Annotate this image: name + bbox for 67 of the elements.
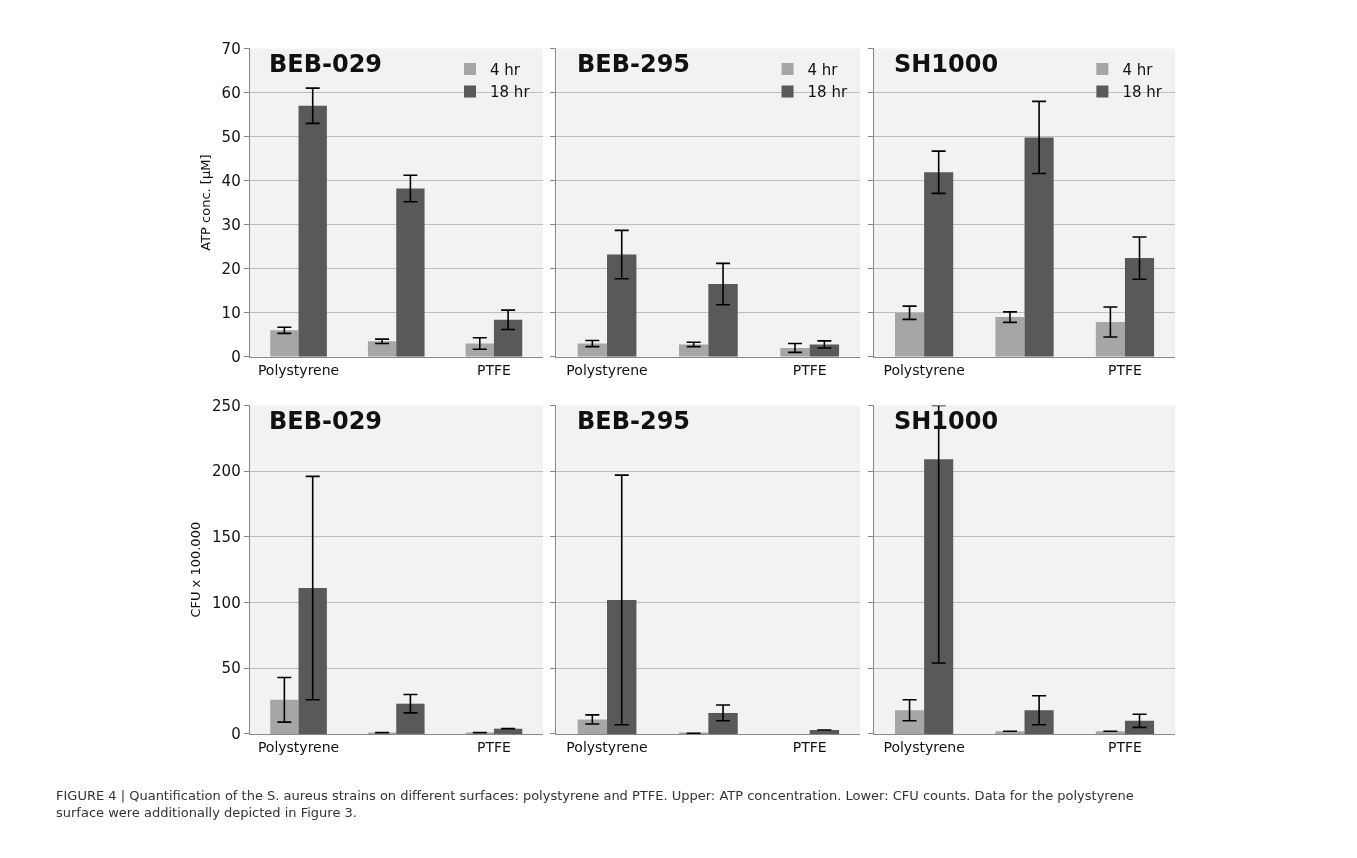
y-tick-label: 50	[221, 127, 241, 146]
chart-title: BEB-029	[269, 50, 383, 78]
x-tick-label: PTFE	[476, 361, 511, 378]
y-tick-label: 250	[212, 396, 241, 415]
y-tick-label: 200	[212, 462, 241, 481]
y-tick-label: 10	[221, 303, 241, 322]
bar	[1095, 731, 1125, 734]
chart-title: BEB-295	[577, 407, 691, 435]
bar	[607, 599, 637, 734]
x-tick-label: Polystyrene	[566, 361, 648, 378]
bar	[493, 319, 523, 357]
x-tick-label: Polystyrene	[883, 361, 965, 378]
chart-title: SH1000	[894, 50, 999, 78]
bar	[1024, 137, 1054, 357]
y-axis-title: ATP conc. [µM]	[197, 154, 213, 251]
bar	[924, 459, 954, 734]
y-tick-label: 50	[221, 659, 241, 678]
bar	[895, 710, 925, 734]
bar	[995, 317, 1025, 357]
legend-label: 18 hr	[1122, 83, 1163, 102]
bar	[270, 699, 299, 734]
x-tick-label: PTFE	[792, 361, 827, 378]
bar	[678, 344, 709, 357]
caption: FIGURE 4 | Quantification of the S. aureus strains on different surfaces: polystyrene and PTFE. Upper: ATP concentration. Lower: CFU counts. Data for the polystyrene surface were additionally depicted in Figure 3.	[56, 788, 1134, 820]
x-tick-label: PTFE	[476, 738, 511, 755]
x-tick-label: Polystyrene	[883, 738, 965, 755]
y-tick-label: 60	[221, 83, 241, 102]
y-axis-title: CFU x 100.000	[188, 521, 203, 618]
bar	[270, 330, 299, 357]
legend-label: 18 hr	[490, 83, 531, 102]
bar	[708, 284, 738, 357]
y-tick-label: 30	[221, 215, 241, 234]
bar	[493, 728, 523, 734]
legend-label: 4 hr	[490, 60, 521, 79]
bar	[895, 312, 925, 357]
bar	[577, 719, 608, 734]
chart-title: BEB-295	[577, 50, 691, 78]
x-tick-label: PTFE	[1108, 361, 1142, 378]
x-tick-label: Polystyrene	[566, 738, 648, 755]
y-tick-label: 0	[231, 348, 241, 367]
bar	[396, 703, 425, 734]
y-tick-label: 0	[231, 725, 241, 744]
y-tick-label: 100	[212, 593, 241, 612]
bar	[708, 712, 738, 734]
bar	[1124, 720, 1155, 734]
y-tick-label: 40	[221, 171, 241, 190]
chart-title: BEB-029	[269, 407, 383, 435]
x-tick-label: PTFE	[1108, 738, 1142, 755]
legend-label: 18 hr	[807, 83, 848, 102]
bar	[1124, 258, 1155, 357]
x-tick-label: Polystyrene	[257, 738, 340, 755]
legend-label: 4 hr	[807, 60, 839, 79]
bar	[1095, 321, 1125, 357]
bar	[1024, 710, 1054, 734]
bar	[396, 188, 425, 357]
y-tick-label: 70	[221, 39, 241, 58]
x-tick-label: Polystyrene	[257, 361, 340, 378]
bar	[607, 254, 637, 357]
y-tick-label: 150	[212, 528, 241, 547]
bar	[298, 105, 327, 357]
bar	[298, 588, 327, 734]
bar	[924, 172, 954, 357]
legend-label: 4 hr	[1122, 60, 1154, 79]
x-tick-label: PTFE	[792, 738, 827, 755]
bar	[995, 731, 1025, 734]
y-tick-label: 20	[221, 259, 241, 278]
bar	[367, 341, 397, 357]
